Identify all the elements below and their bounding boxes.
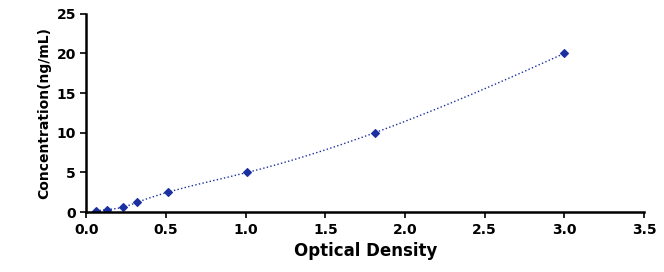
X-axis label: Optical Density: Optical Density xyxy=(293,242,437,260)
Y-axis label: Concentration(ng/mL): Concentration(ng/mL) xyxy=(37,27,51,199)
